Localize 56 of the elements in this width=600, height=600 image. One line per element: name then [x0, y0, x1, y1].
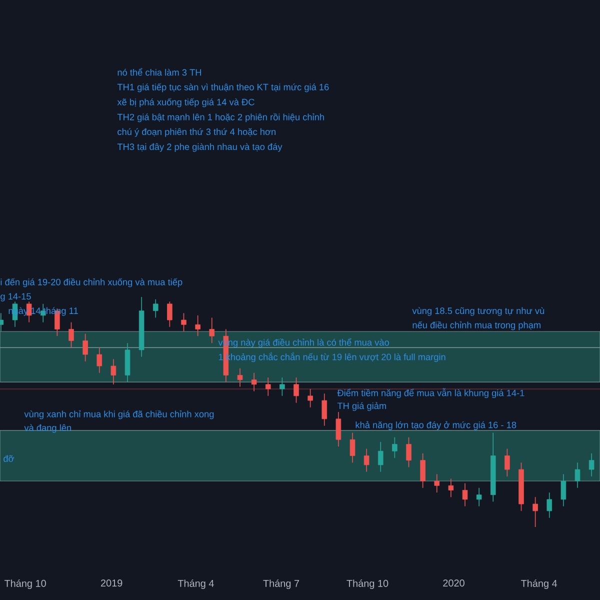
x-tick-label: 2020 [443, 580, 464, 587]
candlestick [82, 333, 88, 362]
x-tick-label: Tháng 10 [4, 580, 46, 589]
candlestick [546, 492, 552, 518]
candlestick [462, 482, 468, 507]
annotation: nếu điều chỉnh mua trong phạm [412, 321, 540, 330]
candlestick [448, 478, 454, 498]
candlestick [68, 322, 74, 348]
x-tick-label: 2019 [100, 580, 122, 587]
candlestick [280, 377, 285, 396]
text: i đến giá 19-20 điều chỉnh xuống và mua tiếp [0, 278, 182, 288]
annotation: Điểm tiềm năng để mua vẫn là khung giá 14-1 [337, 388, 524, 398]
text: TH1 giá tiếp tục sàn vì thuận theo KT tại mức giá 16 [117, 83, 329, 92]
candlestick [504, 448, 510, 477]
candlestick [378, 442, 384, 472]
candlestick [476, 488, 482, 507]
candlestick [152, 298, 158, 318]
candlestick [392, 436, 398, 458]
text: nó thể chia làm 3 TH [118, 68, 202, 76]
candlestick [350, 432, 356, 463]
text: chú ý đoạn phiên thứ 3 thứ 4 hoặc hơn [118, 128, 276, 137]
text: TH3 tại đây 2 phe giành nhau và tạo đáy [117, 143, 282, 152]
annotation: đỡ [4, 455, 14, 462]
candlestick [294, 377, 299, 404]
candlestick [322, 393, 328, 426]
x-tick-label: Tháng 4 [178, 580, 214, 589]
candlestick [336, 412, 342, 447]
candlestick [181, 312, 186, 332]
candlestick [406, 436, 412, 468]
annotation: vùng xanh chỉ mua khi giá đã chiều chỉnh xong [24, 410, 214, 420]
candlestick [560, 474, 566, 507]
text: TH2 giá bật mạnh lên 1 hoặc 2 phiên rồi hiệu chỉnh [117, 113, 324, 122]
candlestick [96, 347, 102, 374]
candlestick [251, 372, 257, 392]
annotation: TH giá giảm [337, 402, 386, 411]
candlestick [532, 496, 538, 528]
annotation: vùng 18.5 cũng tương tự như vù [412, 307, 544, 316]
annotation: khả năng lớn tạo đáy ở mức giá 16 - 18 [356, 421, 516, 430]
candlestick [167, 301, 172, 328]
candlestick [237, 368, 243, 388]
text: xẽ bị phá xuống tiếp giá 14 và ĐC [117, 98, 254, 108]
candlestick [574, 462, 580, 488]
x-tick-label: Tháng 10 [346, 580, 388, 589]
candlestick [265, 377, 271, 396]
candlestick [209, 317, 215, 344]
x-tick-label: Tháng 7 [263, 580, 300, 589]
candlestick [420, 453, 426, 488]
candlestick [308, 388, 313, 408]
candlestick [434, 474, 440, 493]
annotation: và đang lên [24, 424, 71, 433]
x-tick-label: Tháng 4 [521, 580, 558, 589]
candlestick [195, 315, 200, 336]
candlestick [364, 448, 370, 472]
annotation: g 14-15 [0, 293, 31, 302]
candlestick [110, 358, 116, 385]
candlestick [588, 453, 594, 477]
